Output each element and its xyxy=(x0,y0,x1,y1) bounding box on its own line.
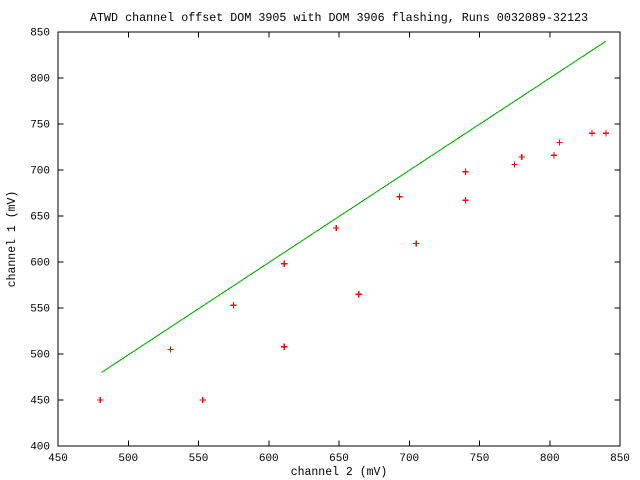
svg-text:500: 500 xyxy=(118,453,138,465)
svg-text:700: 700 xyxy=(399,453,419,465)
svg-text:600: 600 xyxy=(259,453,279,465)
svg-text:550: 550 xyxy=(30,304,50,316)
svg-text:450: 450 xyxy=(48,453,68,465)
svg-text:800: 800 xyxy=(30,74,50,86)
svg-text:850: 850 xyxy=(30,28,50,40)
svg-text:700: 700 xyxy=(30,166,50,178)
svg-text:850: 850 xyxy=(610,453,630,465)
svg-text:750: 750 xyxy=(30,120,50,132)
svg-text:500: 500 xyxy=(30,350,50,362)
svg-text:450: 450 xyxy=(30,396,50,408)
svg-text:800: 800 xyxy=(540,453,560,465)
svg-text:channel 2 (mV): channel 2 (mV) xyxy=(291,466,388,479)
svg-text:650: 650 xyxy=(329,453,349,465)
svg-text:400: 400 xyxy=(30,442,50,454)
svg-text:ATWD channel offset DOM 3905 w: ATWD channel offset DOM 3905 with DOM 39… xyxy=(90,11,588,25)
svg-text:channel 1 (mV): channel 1 (mV) xyxy=(6,191,19,288)
svg-text:550: 550 xyxy=(189,453,209,465)
svg-text:600: 600 xyxy=(30,258,50,270)
svg-text:750: 750 xyxy=(470,453,490,465)
svg-text:650: 650 xyxy=(30,212,50,224)
